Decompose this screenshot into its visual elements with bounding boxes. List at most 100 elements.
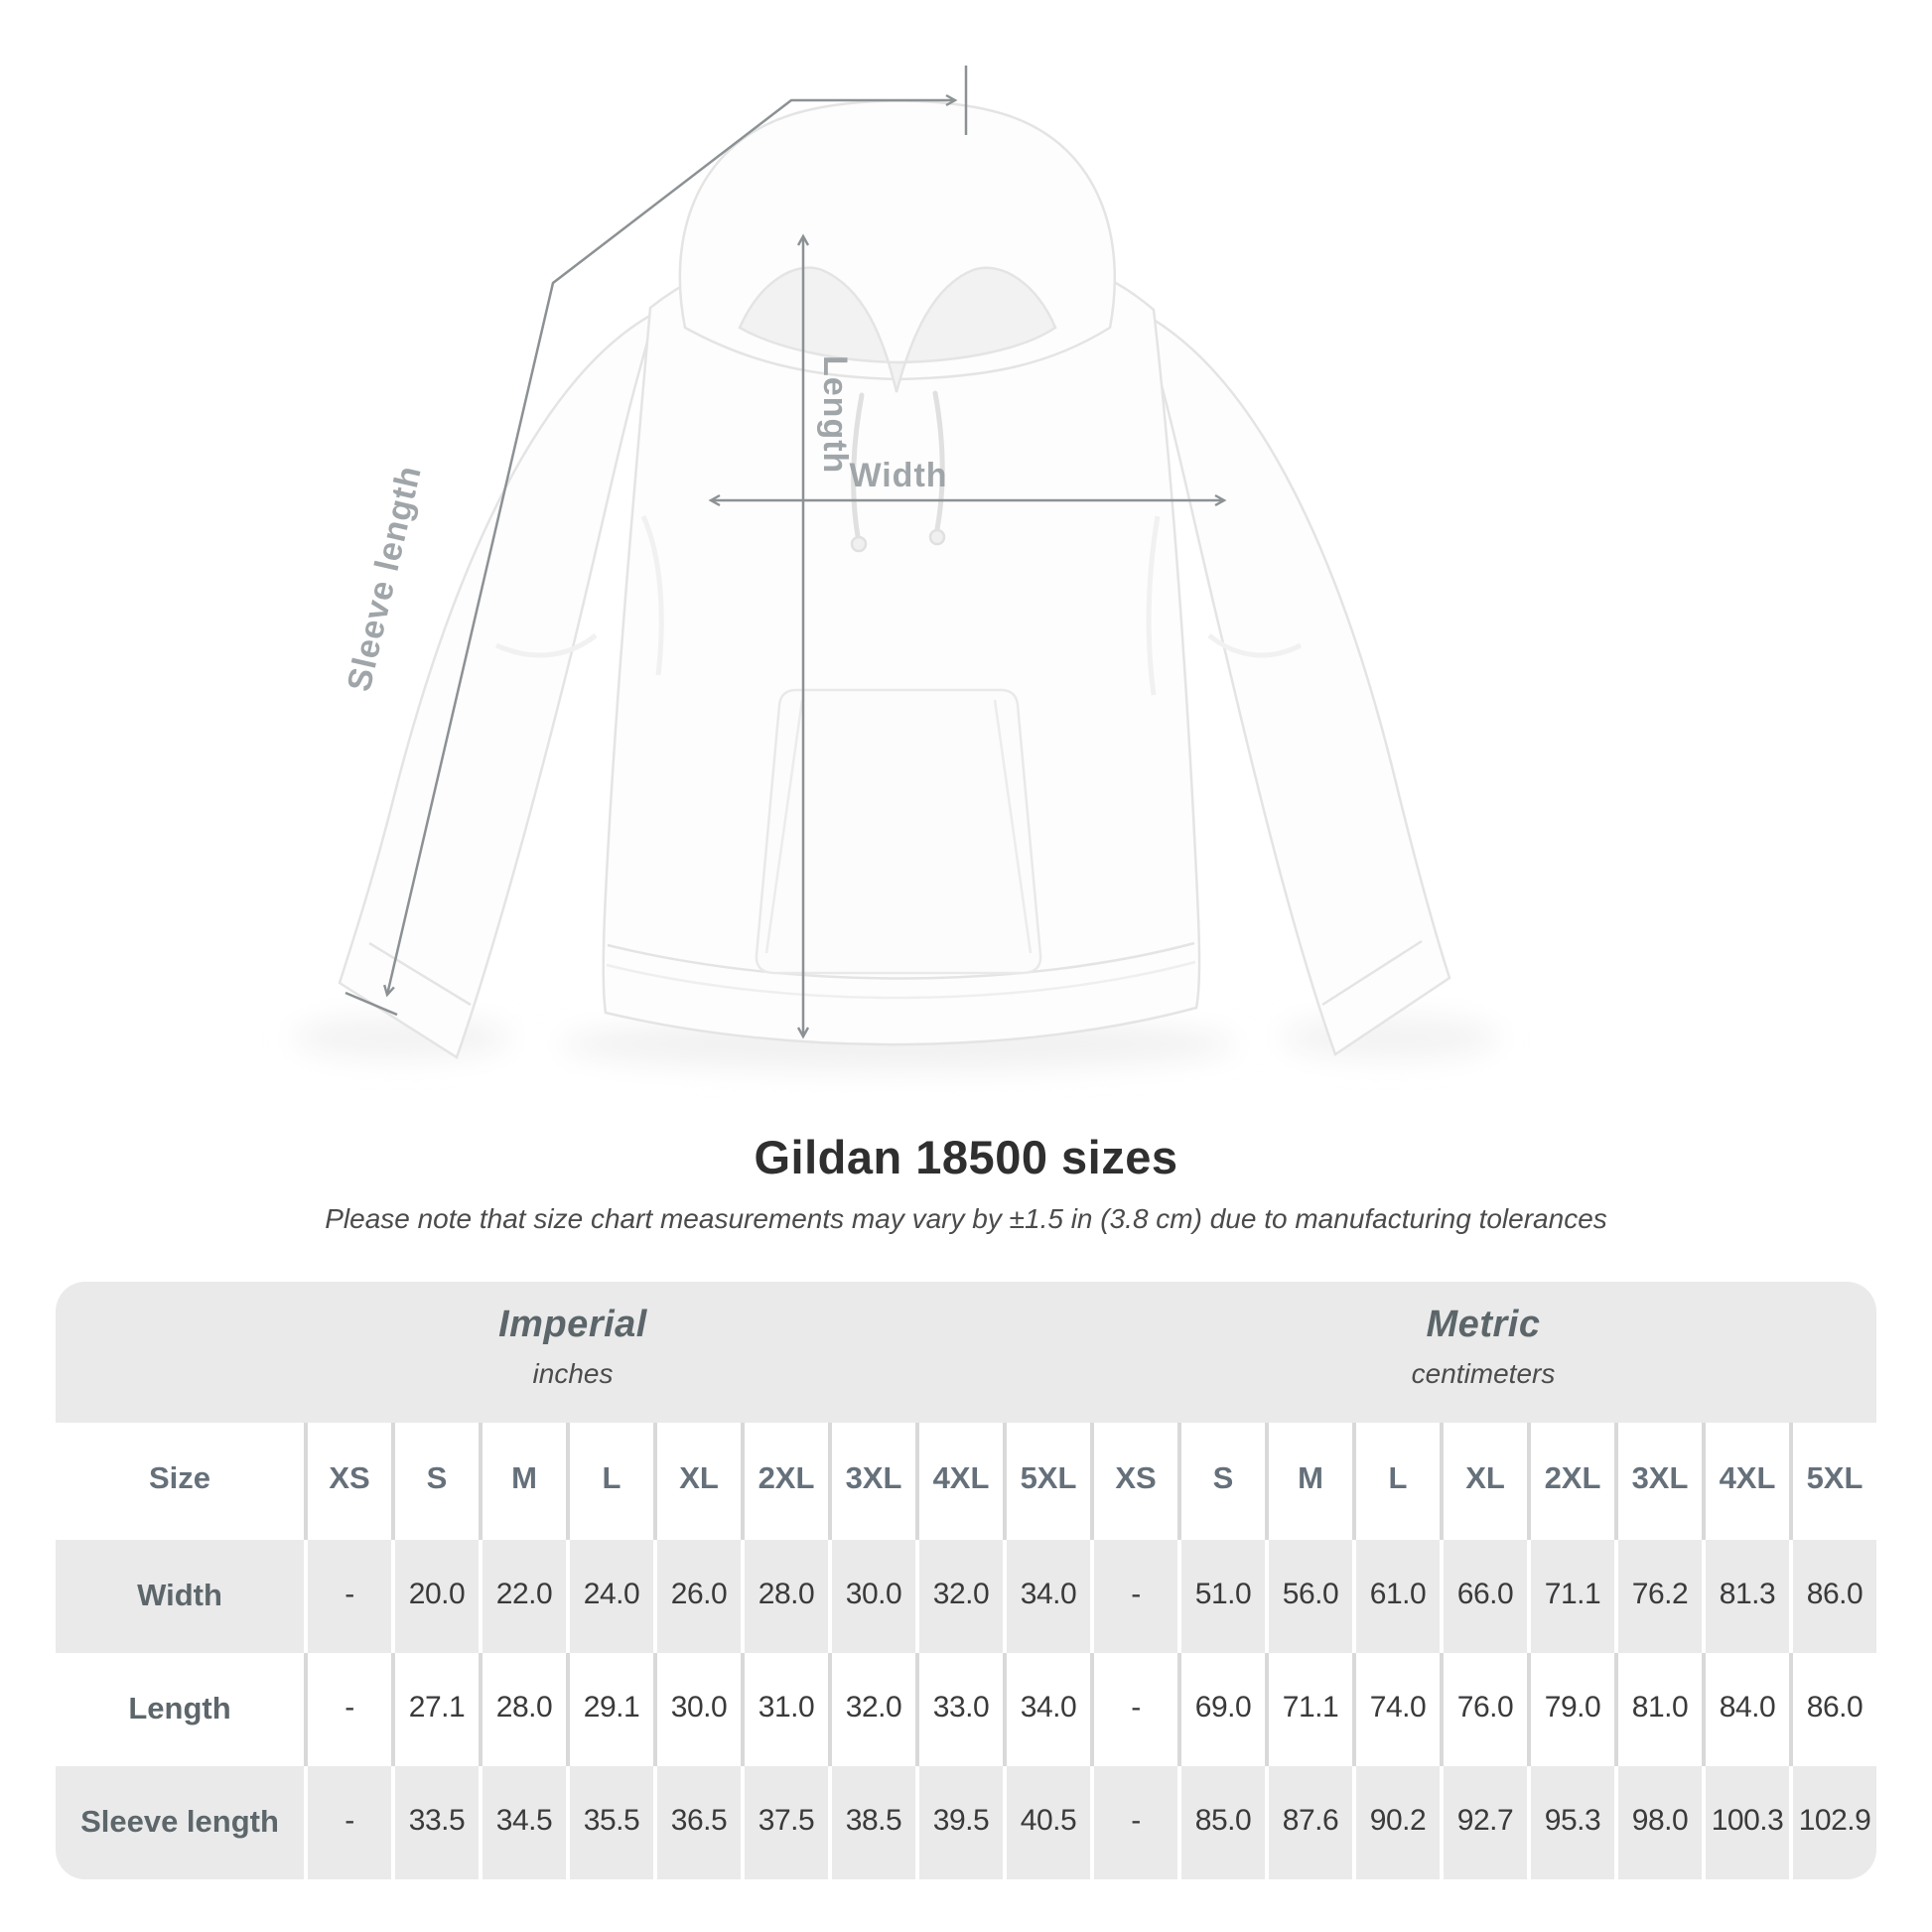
size-col-header: 5XL (1007, 1423, 1090, 1540)
size-col-header: L (1356, 1423, 1440, 1540)
value-cell: 28.0 (483, 1653, 566, 1766)
sleeve-length-arrow (345, 66, 968, 1017)
value-cell: 71.1 (1269, 1653, 1352, 1766)
value-cell: 56.0 (1269, 1540, 1352, 1653)
imperial-group-header: Imperial inches (56, 1282, 1090, 1423)
sleeve-length-label: Sleeve length (341, 462, 429, 695)
size-col-header: XL (657, 1423, 741, 1540)
value-cell: 76.2 (1618, 1540, 1702, 1653)
size-column-label: Size (56, 1423, 304, 1540)
value-cell: 69.0 (1181, 1653, 1265, 1766)
value-cell: - (1094, 1653, 1177, 1766)
value-cell: 87.6 (1269, 1766, 1352, 1879)
value-cell: 26.0 (657, 1540, 741, 1653)
value-cell: 76.0 (1444, 1653, 1527, 1766)
value-cell: 92.7 (1444, 1766, 1527, 1879)
value-cell: - (308, 1540, 391, 1653)
size-col-header: XS (1094, 1423, 1177, 1540)
row-label: Sleeve length (56, 1766, 304, 1879)
value-cell: 31.0 (745, 1653, 828, 1766)
value-cell: 33.0 (919, 1653, 1003, 1766)
size-table-body: Width -20.0 22.0 24.0 26.0 28.0 30.0 32.0 34.0-5… (56, 1540, 1876, 1879)
value-cell: 79.0 (1531, 1653, 1614, 1766)
measurement-annotations (345, 66, 1227, 1039)
value-cell: 86.0 (1793, 1653, 1876, 1766)
metric-group-header: Metric centimeters (1090, 1282, 1876, 1423)
size-col-header: 2XL (1531, 1423, 1614, 1540)
value-cell: 32.0 (919, 1540, 1003, 1653)
pocket-opening-right (993, 699, 1033, 954)
size-table: Imperial inches Metric centimeters Size … (56, 1282, 1876, 1879)
size-col-header: M (483, 1423, 566, 1540)
value-cell: 33.5 (395, 1766, 479, 1879)
value-cell: 20.0 (395, 1540, 479, 1653)
value-cell: 30.0 (832, 1540, 915, 1653)
value-cell: 40.5 (1007, 1766, 1090, 1879)
hoodie-measurement-figure: Sleeve length Length Width (293, 66, 1499, 1070)
value-cell: 34.0 (1007, 1540, 1090, 1653)
value-cell: 36.5 (657, 1766, 741, 1879)
value-cell: 29.1 (570, 1653, 653, 1766)
value-cell: 30.0 (657, 1653, 741, 1766)
value-cell: 61.0 (1356, 1540, 1440, 1653)
value-cell: 51.0 (1181, 1540, 1265, 1653)
size-col-header: 4XL (919, 1423, 1003, 1540)
row-label: Length (56, 1653, 304, 1766)
size-col-header: 3XL (832, 1423, 915, 1540)
row-label: Width (56, 1540, 304, 1653)
value-cell: 28.0 (745, 1540, 828, 1653)
value-cell: 81.0 (1618, 1653, 1702, 1766)
value-cell: 34.5 (483, 1766, 566, 1879)
value-cell: 84.0 (1706, 1653, 1789, 1766)
value-cell: - (1094, 1766, 1177, 1879)
length-label: Length (816, 355, 854, 474)
hoodie-illustration (338, 99, 1451, 1059)
table-row: Sleeve length -33.5 34.5 35.5 36.5 37.5 38.5 39… (56, 1766, 1876, 1879)
metric-group-unit: centimeters (1411, 1358, 1556, 1389)
value-cell: 74.0 (1356, 1653, 1440, 1766)
value-cell: 38.5 (832, 1766, 915, 1879)
table-row: Width -20.0 22.0 24.0 26.0 28.0 30.0 32.0 34.0-5… (56, 1540, 1876, 1653)
page-subtitle: Please note that size chart measurements… (325, 1203, 1607, 1234)
size-col-header: M (1269, 1423, 1352, 1540)
value-cell: 100.3 (1706, 1766, 1789, 1879)
size-header-row: Size XS S M L XL 2XL 3XL 4XL 5XL XS S M L XL 2XL 3XL 4XL… (56, 1423, 1876, 1540)
value-cell: 102.9 (1793, 1766, 1876, 1879)
value-cell: 22.0 (483, 1540, 566, 1653)
value-cell: - (1094, 1540, 1177, 1653)
value-cell: 35.5 (570, 1766, 653, 1879)
size-col-header: XL (1444, 1423, 1527, 1540)
size-col-header: XS (308, 1423, 391, 1540)
size-col-header: 3XL (1618, 1423, 1702, 1540)
width-label: Width (849, 457, 947, 494)
value-cell: 32.0 (832, 1653, 915, 1766)
size-col-header: S (1181, 1423, 1265, 1540)
size-col-header: 5XL (1793, 1423, 1876, 1540)
value-cell: 39.5 (919, 1766, 1003, 1879)
value-cell: 66.0 (1444, 1540, 1527, 1653)
value-cell: 81.3 (1706, 1540, 1789, 1653)
value-cell: 71.1 (1531, 1540, 1614, 1653)
hood (678, 99, 1117, 381)
page-title: Gildan 18500 sizes (754, 1131, 1178, 1183)
value-cell: - (308, 1653, 391, 1766)
metric-group-title: Metric (1426, 1304, 1541, 1345)
value-cell: - (308, 1766, 391, 1879)
size-col-header: 4XL (1706, 1423, 1789, 1540)
value-cell: 95.3 (1531, 1766, 1614, 1879)
value-cell: 85.0 (1181, 1766, 1265, 1879)
value-cell: 37.5 (745, 1766, 828, 1879)
value-cell: 27.1 (395, 1653, 479, 1766)
kangaroo-pocket (755, 688, 1042, 975)
size-col-header: 2XL (745, 1423, 828, 1540)
unit-group-header: Imperial inches Metric centimeters (56, 1282, 1876, 1423)
value-cell: 98.0 (1618, 1766, 1702, 1879)
value-cell: 90.2 (1356, 1766, 1440, 1879)
value-cell: 34.0 (1007, 1653, 1090, 1766)
right-cuff-seam (1321, 939, 1423, 1007)
value-cell: 24.0 (570, 1540, 653, 1653)
size-col-header: L (570, 1423, 653, 1540)
cuff-tick (345, 991, 398, 1017)
imperial-group-unit: inches (532, 1358, 614, 1389)
